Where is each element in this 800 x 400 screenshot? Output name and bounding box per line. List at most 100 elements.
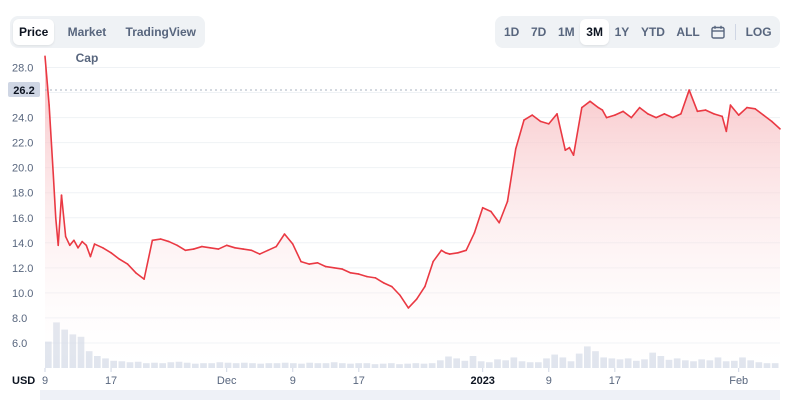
x-tick-label: Dec bbox=[217, 375, 237, 387]
price-line-segment bbox=[102, 247, 112, 254]
range-1m-button[interactable]: 1M bbox=[558, 25, 575, 39]
price-line-segment bbox=[258, 249, 269, 255]
price-line-segment bbox=[283, 233, 294, 245]
price-line-segment bbox=[209, 247, 220, 250]
range-1y-button[interactable]: 1Y bbox=[614, 25, 630, 39]
price-line-segment bbox=[523, 114, 534, 121]
price-line-segment bbox=[192, 245, 203, 250]
price-line-segment bbox=[704, 109, 715, 115]
price-line-segment bbox=[291, 243, 302, 263]
x-tick-label: 9 bbox=[42, 375, 48, 387]
price-line-segment bbox=[316, 262, 327, 268]
x-tick-label: 17 bbox=[353, 375, 365, 387]
price-line-segment bbox=[630, 106, 641, 119]
price-line-segment bbox=[300, 260, 311, 265]
y-axis: 6.0 8.0 10.0 12.0 14.0 16.0 18.0 20.0 22.0 24.0 26… bbox=[12, 63, 33, 350]
price-line-segment bbox=[234, 247, 245, 250]
price-line-segment bbox=[57, 194, 63, 247]
price-line-segment bbox=[399, 294, 410, 309]
price-line-segment bbox=[663, 113, 674, 119]
price-line-segment bbox=[721, 115, 728, 133]
tab-tradingview[interactable]: TradingView bbox=[125, 25, 196, 39]
price-line-segment bbox=[44, 55, 50, 106]
x-tick-label: 2023 bbox=[470, 375, 494, 387]
price-line-segment bbox=[473, 206, 484, 234]
x-axis: 9 17 Dec 9 17 2023 9 17 Feb bbox=[42, 368, 748, 387]
price-line-segment bbox=[597, 106, 604, 111]
price-line-segment bbox=[531, 114, 542, 123]
price-line-segment bbox=[341, 268, 352, 274]
price-line-segment bbox=[556, 113, 567, 151]
range-7d-button[interactable]: 7D bbox=[531, 25, 547, 39]
price-line bbox=[44, 55, 781, 309]
price-line-segment bbox=[539, 120, 550, 125]
price-line-segment bbox=[506, 148, 517, 203]
price-line-segment bbox=[568, 146, 575, 156]
price-line-segment bbox=[250, 249, 261, 255]
price-line-segment bbox=[135, 272, 145, 280]
price-line-segment bbox=[655, 113, 666, 119]
price-line-segment bbox=[490, 210, 501, 224]
price-line-segment bbox=[81, 240, 88, 247]
range-navigator[interactable] bbox=[40, 390, 780, 400]
price-line-segment bbox=[762, 114, 773, 123]
price-line-segment bbox=[680, 89, 690, 115]
price-line-segment bbox=[382, 282, 393, 288]
range-ytd-button[interactable]: YTD bbox=[640, 25, 665, 39]
price-line-segment bbox=[713, 113, 723, 118]
price-line-segment bbox=[481, 206, 492, 213]
price-line-segment bbox=[564, 146, 571, 151]
price-line-segment bbox=[688, 89, 699, 113]
range-3m-button[interactable]: 3M bbox=[580, 19, 609, 45]
calendar-icon-glyph bbox=[711, 25, 725, 39]
price-line-segment bbox=[647, 113, 657, 119]
price-line-segment bbox=[68, 239, 75, 247]
price-line-segment bbox=[267, 245, 278, 252]
y-tick-label: 18.0 bbox=[12, 188, 33, 200]
price-line-segment bbox=[465, 231, 476, 252]
price-line-segment bbox=[729, 104, 740, 116]
x-tick-label: 17 bbox=[105, 375, 117, 387]
price-line-segment bbox=[89, 243, 96, 258]
price-line-segment bbox=[622, 110, 633, 119]
price-line-segment bbox=[358, 273, 368, 278]
range-all-button[interactable]: ALL bbox=[676, 25, 700, 39]
y-tick-label: 20.0 bbox=[12, 163, 33, 175]
y-tick-label: 6.0 bbox=[12, 338, 27, 350]
price-line-segment bbox=[671, 113, 682, 119]
price-line-segment bbox=[308, 262, 319, 265]
price-line-segment bbox=[242, 248, 253, 252]
currency-label: USD bbox=[12, 375, 35, 387]
current-price-label: 26.2 bbox=[13, 85, 34, 97]
price-line-segment bbox=[754, 108, 765, 116]
price-line-segment bbox=[448, 252, 459, 255]
calendar-icon[interactable] bbox=[705, 19, 730, 45]
price-line-segment bbox=[324, 265, 335, 269]
y-tick-label: 10.0 bbox=[12, 288, 33, 300]
price-line-segment bbox=[349, 272, 360, 275]
price-line-segment bbox=[93, 243, 104, 249]
price-line-segment bbox=[601, 109, 608, 119]
price-line-segment bbox=[638, 106, 649, 115]
y-tick-label: 12.0 bbox=[12, 263, 33, 275]
log-scale-toggle[interactable]: LOG bbox=[745, 25, 772, 39]
x-tick-label: 9 bbox=[290, 375, 296, 387]
price-line-segment bbox=[217, 244, 228, 250]
price-line-segment bbox=[746, 106, 757, 110]
y-tick-label: 22.0 bbox=[12, 138, 33, 150]
price-line-segment bbox=[440, 249, 447, 254]
price-line-segment bbox=[580, 100, 591, 109]
price-line-segment bbox=[85, 244, 92, 258]
price-line-segment bbox=[151, 238, 162, 242]
price-line-segment bbox=[168, 240, 178, 247]
chart-type-tabs: Price Market Cap TradingView bbox=[10, 16, 205, 65]
price-line-segment bbox=[589, 100, 600, 109]
price-line-segment bbox=[374, 277, 385, 284]
range-1d-button[interactable]: 1D bbox=[504, 25, 520, 39]
price-line-segment bbox=[605, 114, 616, 119]
y-tick-label: 14.0 bbox=[12, 238, 33, 250]
tab-market-cap[interactable]: Market Cap bbox=[67, 25, 107, 65]
price-line-segment bbox=[737, 106, 748, 116]
tab-price[interactable]: Price bbox=[13, 19, 55, 45]
